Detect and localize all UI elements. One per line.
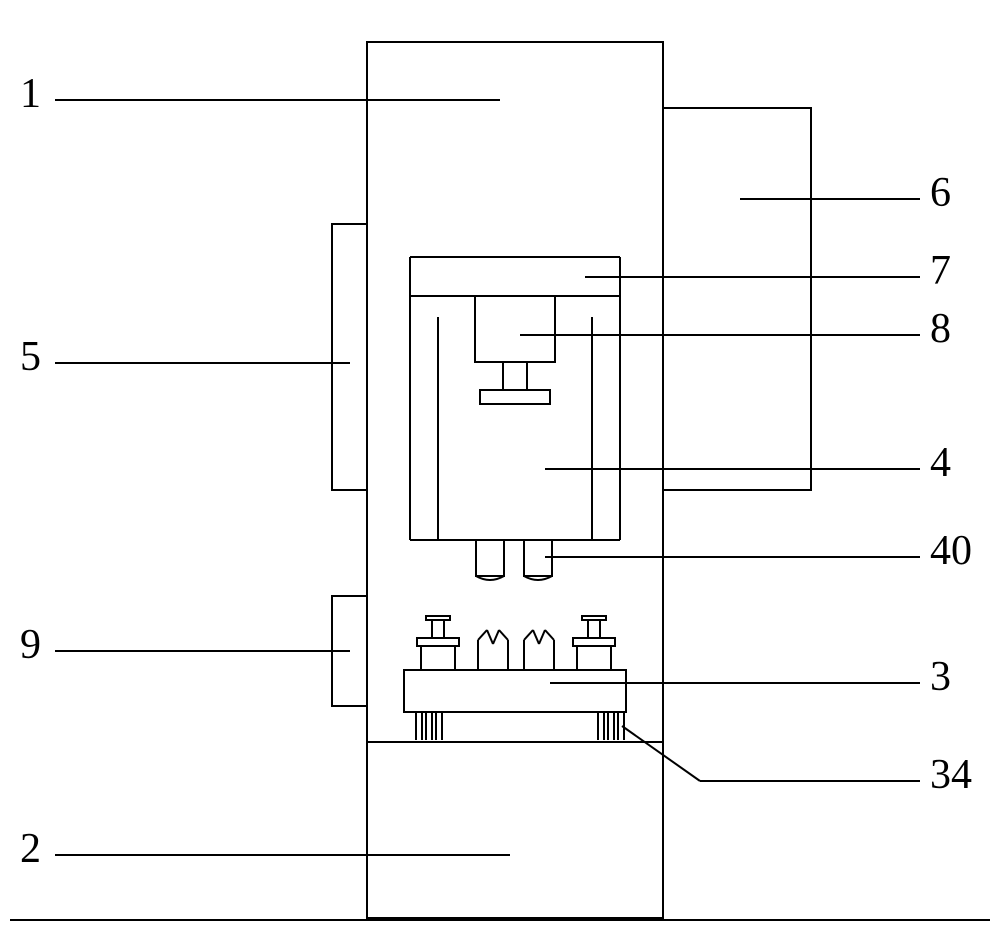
label-l4: 4: [930, 440, 951, 486]
label-l1: 1: [20, 71, 41, 117]
label-l9: 9: [20, 622, 41, 668]
label-l5: 5: [20, 334, 41, 380]
label-l6: 6: [930, 170, 951, 216]
diagram-svg: 1 6 7 8 5 4 40 9 3 34 2: [0, 0, 1000, 934]
label-l3: 3: [930, 654, 951, 700]
label-l40: 40: [930, 528, 972, 574]
label-l8: 8: [930, 306, 951, 352]
label-l34: 34: [930, 752, 972, 798]
label-l2: 2: [20, 826, 41, 872]
label-l7: 7: [930, 248, 951, 294]
